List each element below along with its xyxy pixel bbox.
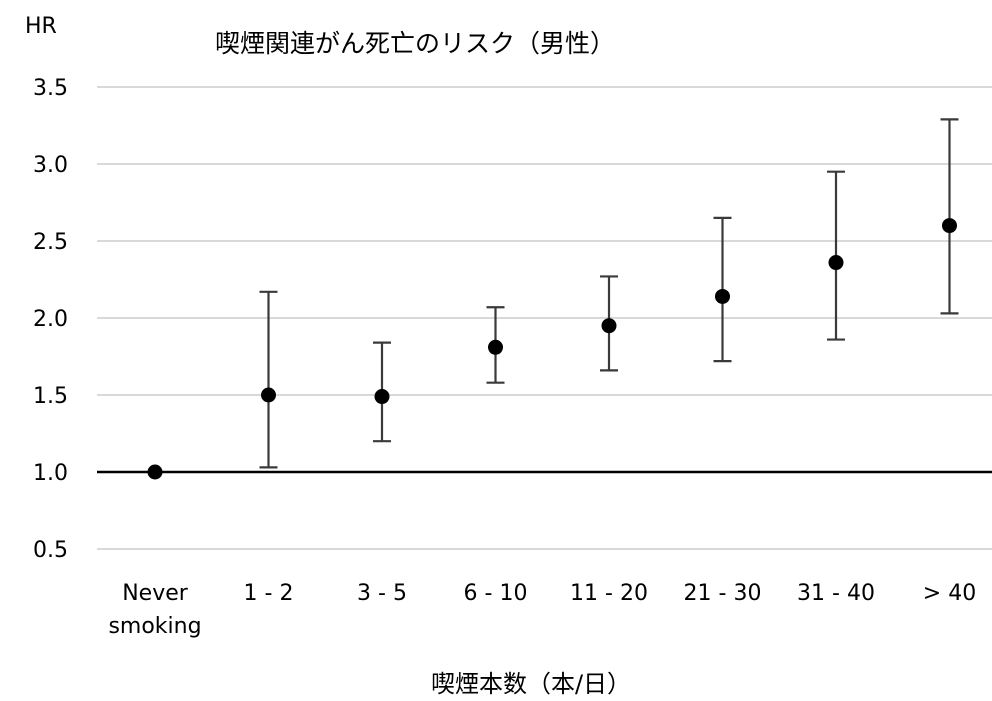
y-tick-label: 3.0 — [33, 153, 68, 178]
x-tick-label: 31 - 40 — [797, 581, 875, 606]
y-tick-label: 2.5 — [33, 230, 68, 255]
data-point — [488, 339, 503, 355]
data-point — [261, 387, 276, 403]
y-tick-label: 0.5 — [33, 538, 68, 563]
data-point — [828, 255, 844, 271]
y-axis-label: HR — [25, 14, 57, 39]
chart-title: 喫煙関連がん死亡のリスク（男性） — [215, 29, 616, 58]
data-point — [715, 288, 730, 304]
x-tick-label: > 40 — [923, 581, 976, 606]
x-tick-label: 3 - 5 — [357, 581, 407, 606]
y-tick-label: 1.5 — [33, 384, 68, 409]
x-tick-label: 6 - 10 — [464, 581, 528, 606]
data-point — [601, 318, 617, 334]
data-point — [147, 464, 163, 480]
x-tick-label: 21 - 30 — [684, 581, 762, 606]
x-axis-label: 喫煙本数（本/日） — [430, 670, 632, 698]
data-point — [374, 389, 390, 405]
y-tick-label: 1.0 — [33, 461, 68, 486]
data-point — [942, 218, 957, 234]
x-tick-label: 11 - 20 — [570, 581, 648, 606]
y-tick-label: 2.0 — [33, 307, 68, 332]
x-tick-label: Never smoking — [108, 581, 201, 639]
x-tick-label: 1 - 2 — [244, 581, 294, 606]
y-tick-label: 3.5 — [33, 76, 68, 101]
